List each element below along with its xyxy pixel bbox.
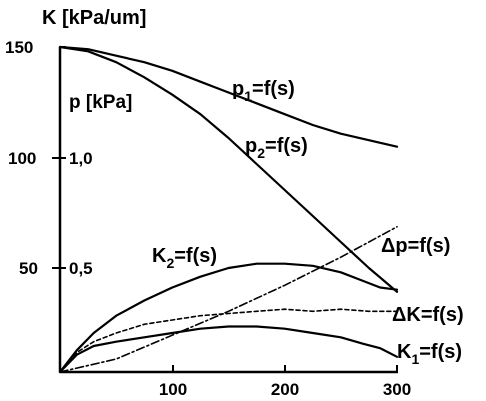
series-label-k2-main: K <box>152 245 167 267</box>
series-line-k2 <box>58 262 399 374</box>
series-label-dp: Δp=f(s) <box>381 235 450 257</box>
y-tick-label-150: 150 <box>5 38 33 57</box>
series-line-k1 <box>58 325 399 374</box>
series-label-k1-rest: =f(s) <box>419 341 462 363</box>
series-label-k2: K2=f(s) <box>152 245 217 271</box>
x-tick-label-200: 200 <box>271 380 299 399</box>
x-tick-label-300: 300 <box>383 380 411 399</box>
y-tick-label-100: 100 <box>8 149 36 168</box>
series-label-k2-rest: =f(s) <box>174 245 217 267</box>
series-label-p1: p1=f(s) <box>232 78 295 104</box>
y-tick-label-p-0-5: 0,5 <box>69 259 93 278</box>
series-label-p2-main: p <box>245 135 257 157</box>
series-layer <box>58 45 399 374</box>
y-tick-label-p-1-0: 1,0 <box>69 149 93 168</box>
series-label-k2-sub: 2 <box>166 255 174 271</box>
y-axis-title-K: K [kPa/um] <box>42 7 146 29</box>
x-tick-label-100: 100 <box>159 380 187 399</box>
series-label-p1-sub: 1 <box>244 88 252 104</box>
series-label-k1: K1=f(s) <box>397 341 462 367</box>
series-label-dk: ΔK=f(s) <box>392 304 464 326</box>
series-label-k1-sub: 1 <box>411 351 419 367</box>
series-label-p1-main: p <box>232 78 244 100</box>
series-label-k1-main: K <box>397 341 412 363</box>
series-label-p1-rest: =f(s) <box>252 78 295 100</box>
series-line-p2 <box>58 45 399 293</box>
y-axis-title-p: p [kPa] <box>69 92 132 113</box>
series-label-p2-sub: 2 <box>257 145 265 161</box>
y-tick-label-50: 50 <box>19 259 38 278</box>
series-label-p2-rest: =f(s) <box>265 135 308 157</box>
series-line-dk <box>59 308 398 373</box>
series-line-dp <box>59 226 398 373</box>
series-label-p2: p2=f(s) <box>245 135 308 161</box>
series-line-p1 <box>58 45 399 148</box>
